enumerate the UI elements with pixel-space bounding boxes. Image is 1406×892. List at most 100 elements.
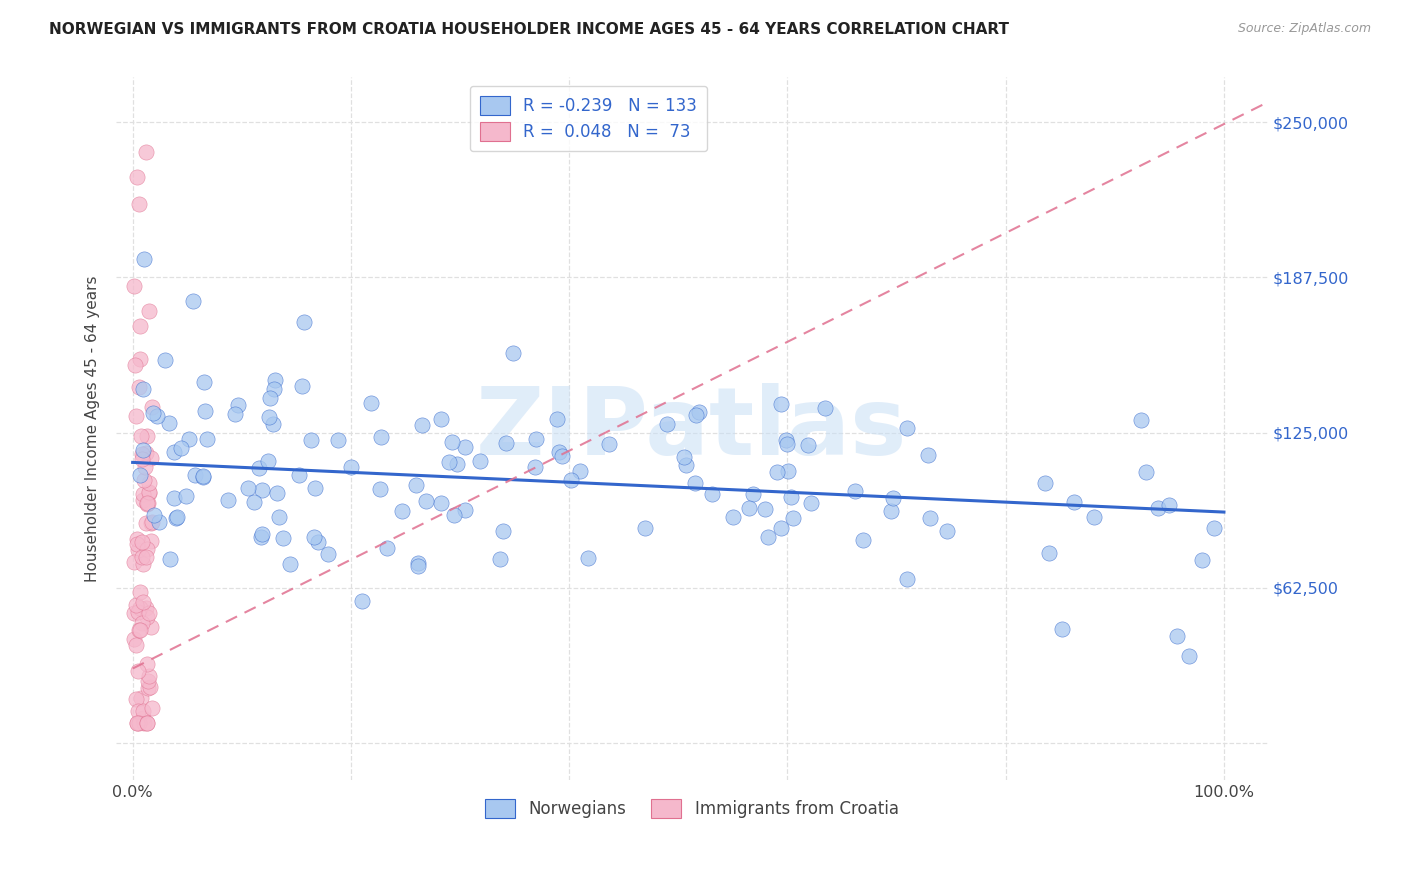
Point <box>141 700 163 714</box>
Point <box>132 711 155 725</box>
Point <box>302 530 325 544</box>
Point <box>247 461 270 475</box>
Point <box>291 378 314 392</box>
Point <box>135 549 157 564</box>
Point <box>1178 649 1201 664</box>
Point <box>238 481 260 495</box>
Point <box>136 497 159 511</box>
Point <box>814 401 837 416</box>
Point <box>250 483 273 497</box>
Point <box>142 406 165 420</box>
Point <box>141 619 163 633</box>
Point <box>375 541 398 556</box>
Point <box>797 438 820 452</box>
Point <box>1204 520 1226 534</box>
Point <box>129 691 152 706</box>
Point <box>776 464 799 478</box>
Point <box>138 607 160 621</box>
Point <box>157 416 180 430</box>
Point <box>135 516 157 530</box>
Point <box>523 459 546 474</box>
Point <box>754 501 776 516</box>
Point <box>139 516 162 530</box>
Point <box>316 547 339 561</box>
Point <box>129 429 152 443</box>
Point <box>1191 553 1213 567</box>
Point <box>139 680 162 694</box>
Point <box>132 382 155 396</box>
Point <box>352 594 374 608</box>
Point <box>408 556 430 570</box>
Point <box>143 508 166 522</box>
Legend: Norwegians, Immigrants from Croatia: Norwegians, Immigrants from Croatia <box>478 792 905 825</box>
Point <box>136 610 159 624</box>
Point <box>259 391 281 405</box>
Point <box>136 496 159 510</box>
Point <box>134 459 156 474</box>
Point <box>125 716 148 731</box>
Point <box>131 447 153 461</box>
Point <box>917 448 939 462</box>
Point <box>197 432 219 446</box>
Point <box>184 468 207 483</box>
Point <box>131 616 153 631</box>
Point <box>128 468 150 483</box>
Point <box>756 530 779 544</box>
Point <box>267 509 290 524</box>
Point <box>139 533 162 548</box>
Point <box>166 509 188 524</box>
Point <box>569 464 592 478</box>
Point <box>263 382 285 396</box>
Point <box>136 541 159 556</box>
Point <box>125 532 148 546</box>
Point <box>146 409 169 424</box>
Point <box>411 417 433 432</box>
Point <box>326 434 349 448</box>
Point <box>129 600 152 615</box>
Point <box>844 483 866 498</box>
Point <box>127 543 149 558</box>
Point <box>370 430 392 444</box>
Point <box>124 606 146 620</box>
Point <box>685 408 707 422</box>
Point <box>446 457 468 471</box>
Point <box>489 552 512 566</box>
Point <box>288 468 311 483</box>
Point <box>128 623 150 637</box>
Text: Source: ZipAtlas.com: Source: ZipAtlas.com <box>1237 22 1371 36</box>
Point <box>443 508 465 522</box>
Point <box>299 433 322 447</box>
Point <box>721 509 744 524</box>
Point <box>129 623 152 637</box>
Point <box>1035 475 1057 490</box>
Point <box>454 502 477 516</box>
Point <box>262 417 284 431</box>
Point <box>782 511 804 525</box>
Point <box>738 501 761 516</box>
Point <box>852 533 875 548</box>
Point <box>224 407 246 421</box>
Point <box>548 444 571 458</box>
Point <box>524 432 547 446</box>
Point <box>550 450 572 464</box>
Point <box>148 515 170 529</box>
Point <box>391 504 413 518</box>
Point <box>122 278 145 293</box>
Point <box>368 482 391 496</box>
Point <box>880 504 903 518</box>
Point <box>226 398 249 412</box>
Point <box>502 346 524 360</box>
Point <box>560 474 582 488</box>
Point <box>132 473 155 487</box>
Point <box>127 716 149 731</box>
Point <box>405 478 427 492</box>
Point <box>138 303 160 318</box>
Text: NORWEGIAN VS IMMIGRANTS FROM CROATIA HOUSEHOLDER INCOME AGES 45 - 64 YEARS CORRE: NORWEGIAN VS IMMIGRANTS FROM CROATIA HOU… <box>49 22 1010 37</box>
Point <box>174 489 197 503</box>
Point <box>128 197 150 211</box>
Point <box>415 494 437 508</box>
Point <box>918 511 941 525</box>
Point <box>266 486 288 500</box>
Point <box>132 704 155 718</box>
Point <box>159 551 181 566</box>
